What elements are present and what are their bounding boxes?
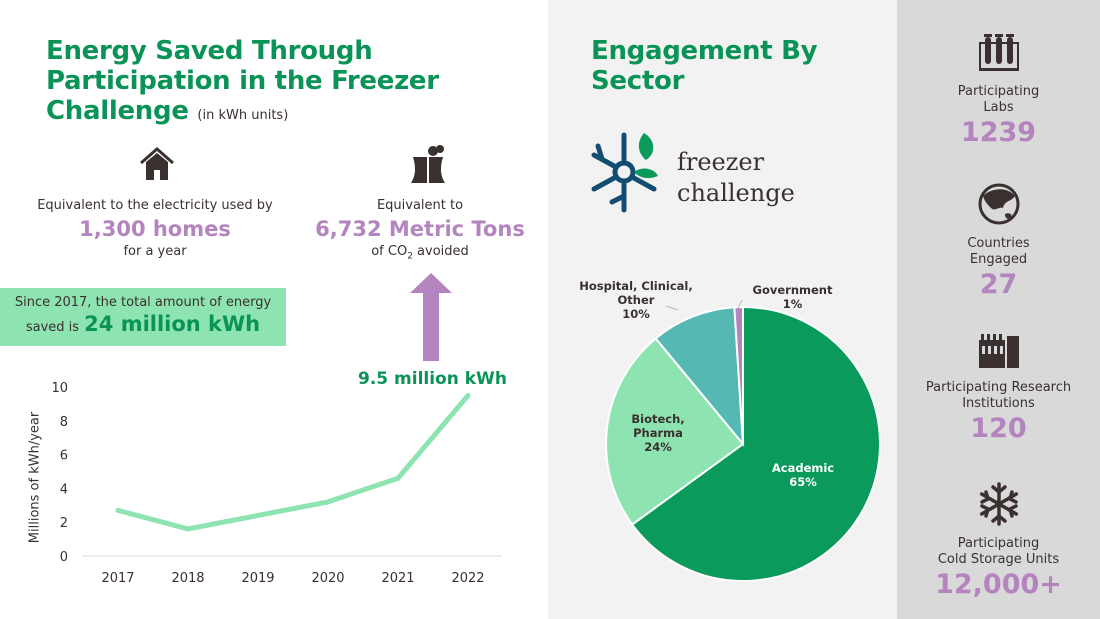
sector-pie-chart xyxy=(605,299,881,582)
x-tick-label: 2017 xyxy=(101,571,134,586)
y-tick-label: 2 xyxy=(60,516,68,531)
co2-value: 6,732 Metric Tons xyxy=(315,217,525,241)
y-tick-label: 10 xyxy=(51,381,68,396)
total-value: 24 million kWh xyxy=(84,312,261,336)
peak-annotation: 9.5 million kWh xyxy=(358,369,507,389)
co2-post: of CO2 avoided xyxy=(371,244,469,262)
total-pre2: saved is xyxy=(25,320,80,335)
total-pre: Since 2017, the total amount of energy xyxy=(14,295,272,310)
homes-block: Equivalent to the electricity used by 1,… xyxy=(10,197,300,261)
stat-labs: Participating Labs 1239 xyxy=(897,32,1100,150)
homes-post: for a year xyxy=(123,244,187,259)
y-tick-label: 0 xyxy=(60,550,68,565)
pie-slice-hospital xyxy=(654,306,745,448)
stat-countries: Countries Engaged 27 xyxy=(897,182,1100,302)
sector-title: Engagement By Sector xyxy=(591,36,818,96)
x-tick-label: 2020 xyxy=(311,571,344,586)
title-unit: (in kWh units) xyxy=(197,108,289,123)
y-axis-label: Millions of kWh/year xyxy=(27,411,43,544)
pie-label-biotech: Biotech, Pharma 24% xyxy=(631,412,685,454)
co2-block: Equivalent to 6,732 Metric Tons of CO2 a… xyxy=(300,197,540,266)
freezer-challenge-logo-icon xyxy=(591,132,658,213)
total-savings-box: Since 2017, the total amount of energy s… xyxy=(0,288,286,346)
up-arrow-icon xyxy=(410,273,452,361)
energy-line-chart: 0 2 4 6 8 10 2017 2018 2019 2020 2021 2022 xyxy=(51,381,502,586)
stat-cold-storage: Participating Cold Storage Units 12,000+ xyxy=(897,482,1100,602)
countries-value: 27 xyxy=(979,269,1018,300)
institutions-value: 120 xyxy=(970,413,1027,444)
globe-icon xyxy=(978,183,1019,225)
cold-storage-value: 12,000+ xyxy=(935,569,1062,600)
energy-title: Energy Saved Through Participation in th… xyxy=(46,36,439,126)
y-tick-label: 4 xyxy=(60,482,68,497)
pie-slice-biotech xyxy=(605,337,745,526)
pie-label-hospital: Hospital, Clinical, Other 10% xyxy=(579,279,693,321)
test-tubes-icon xyxy=(978,34,1019,71)
labs-value: 1239 xyxy=(960,117,1037,148)
pie-slice-academic xyxy=(630,305,881,582)
co2-pre: Equivalent to xyxy=(376,198,464,213)
factory-icon xyxy=(978,334,1019,368)
logo-text: freezer challenge xyxy=(677,148,795,207)
pie-label-academic: Academic 65% xyxy=(771,461,835,489)
government-leader-line xyxy=(737,299,743,309)
power-plant-icon xyxy=(411,145,445,183)
y-tick-label: 6 xyxy=(60,449,68,464)
x-tick-label: 2018 xyxy=(171,571,204,586)
energy-series-line xyxy=(115,392,471,532)
hospital-leader-line xyxy=(665,305,679,311)
x-tick-label: 2022 xyxy=(451,571,484,586)
homes-pre: Equivalent to the electricity used by xyxy=(37,198,273,213)
snowflake-icon xyxy=(979,482,1018,526)
stat-institutions: Participating Research Institutions 120 xyxy=(897,332,1100,446)
x-tick-label: 2019 xyxy=(241,571,274,586)
homes-value: 1,300 homes xyxy=(79,217,231,241)
house-icon xyxy=(140,147,174,180)
pie-label-government: Government 1% xyxy=(752,283,833,311)
y-tick-label: 8 xyxy=(60,415,68,430)
x-tick-label: 2021 xyxy=(381,571,414,586)
